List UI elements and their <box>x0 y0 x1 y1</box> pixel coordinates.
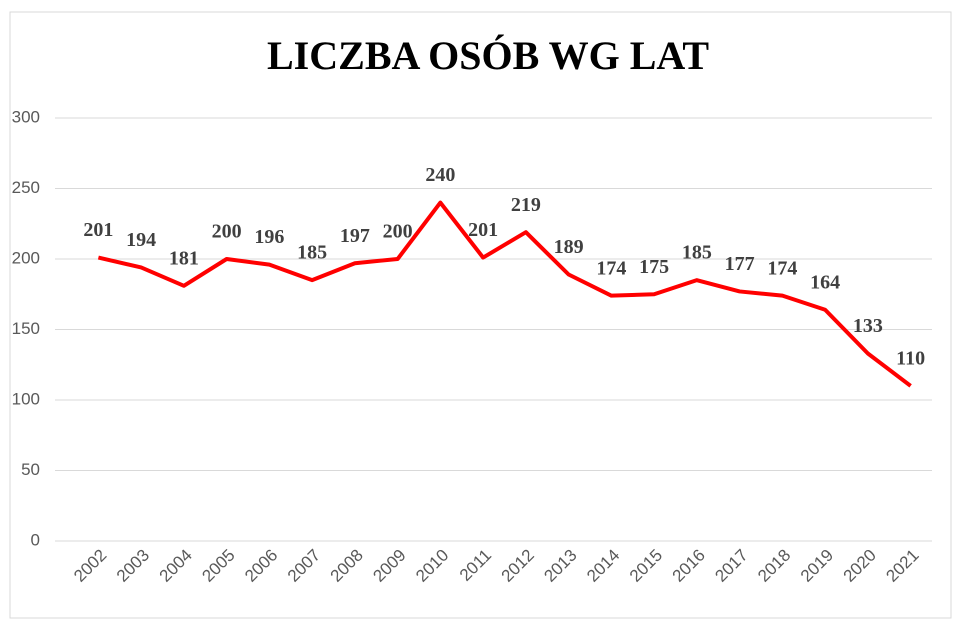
line <box>97 200 912 388</box>
y-tick-label: 300 <box>12 107 40 126</box>
data-label: 181 <box>169 247 199 269</box>
data-label: 110 <box>896 347 925 369</box>
data-label: 164 <box>810 271 840 293</box>
chart-border <box>9 11 952 619</box>
data-label: 201 <box>83 219 113 241</box>
data-label: 200 <box>383 221 413 243</box>
data-label: 201 <box>468 219 498 241</box>
data-label: 133 <box>853 315 883 337</box>
y-tick-label: 150 <box>12 319 40 338</box>
y-tick-label: 100 <box>12 389 40 408</box>
data-label: 194 <box>126 229 156 251</box>
data-label: 200 <box>212 221 242 243</box>
data-label: 174 <box>767 257 797 279</box>
data-label: 174 <box>596 257 626 279</box>
data-label: 185 <box>682 242 712 264</box>
chart-title: LICZBA OSÓB WG LAT <box>267 33 709 78</box>
data-label: 240 <box>425 164 455 186</box>
data-label: 196 <box>254 226 284 248</box>
y-tick-label: 250 <box>12 178 40 197</box>
data-label: 219 <box>511 194 541 216</box>
y-tick-label: 0 <box>31 530 40 549</box>
data-label: 189 <box>554 236 584 258</box>
data-label: 175 <box>639 256 669 278</box>
data-label: 197 <box>340 225 370 247</box>
data-label: 185 <box>297 242 327 264</box>
data-label: 177 <box>725 253 755 275</box>
y-tick-label: 50 <box>21 460 40 479</box>
y-tick-label: 200 <box>12 248 40 267</box>
